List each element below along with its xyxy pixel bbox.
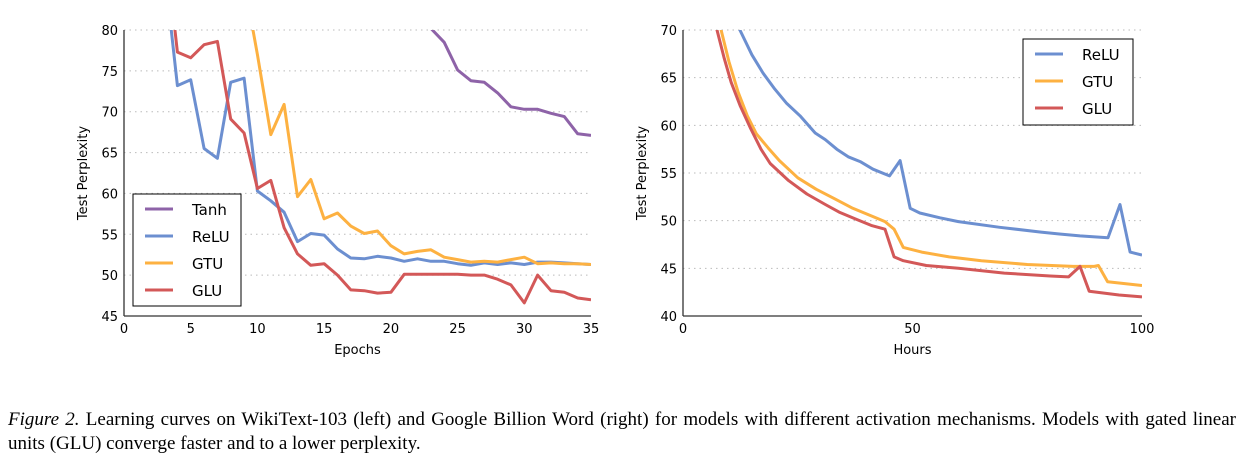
caption-text: Learning curves on WikiText-103 (left) a… [8, 409, 1236, 454]
series-line-tanh [430, 30, 591, 137]
series-line-gtu [719, 30, 1142, 287]
x-axis-label: Hours [893, 343, 931, 358]
legend-label-relu: ReLU [1082, 46, 1120, 64]
y-tick-label: 55 [660, 167, 677, 182]
legend-box [132, 193, 242, 307]
y-axis-label: Test Perplexity [635, 126, 650, 221]
legend-label-tanh: Tanh [191, 201, 227, 219]
legend-label-glu: GLU [192, 282, 222, 300]
x-tick-label: 20 [383, 322, 400, 337]
legend: ReLU GTU GLU [1022, 38, 1134, 126]
y-tick-label: 50 [101, 269, 118, 284]
legend-label-gtu: GTU [1082, 73, 1113, 91]
y-tick-label: 60 [660, 119, 677, 134]
y-tick-label: 70 [660, 24, 677, 39]
y-tick-label: 60 [101, 187, 118, 202]
x-tick-label: 35 [583, 322, 600, 337]
legend-label-glu: GLU [1082, 100, 1112, 118]
x-tick-label: 5 [187, 322, 195, 337]
x-axis-label: Epochs [334, 343, 381, 358]
y-tick-label: 45 [660, 262, 677, 277]
series-line-gtu [251, 30, 591, 266]
series-lines [169, 30, 591, 305]
series-line-glu [173, 30, 591, 305]
y-tick-label: 65 [101, 147, 118, 162]
y-tick-label: 40 [660, 310, 677, 325]
legend-label-relu: ReLU [192, 228, 230, 246]
x-tick-label: 100 [1130, 322, 1155, 337]
series-lines [715, 30, 1142, 299]
series-line-relu [169, 30, 591, 267]
chart-1: 45 50 55 60 65 70 75 80 0 5 10 15 20 25 30 35 Epochs Test… [76, 24, 600, 358]
x-tick-label: 30 [516, 322, 533, 337]
legend: Tanh ReLU GTU GLU [132, 193, 242, 307]
y-tick-label: 70 [101, 106, 118, 121]
y-tick-label: 80 [101, 24, 118, 39]
y-tick-label: 75 [101, 65, 118, 80]
chart-2: 40 45 50 55 60 65 70 0 50 100 Hours Test Perplexity… [635, 24, 1155, 358]
x-tick-label: 50 [904, 322, 921, 337]
x-tick-label: 25 [449, 322, 466, 337]
series-line-relu [738, 30, 1142, 257]
x-tick-label: 0 [120, 322, 128, 337]
y-axis-label: Test Perplexity [76, 126, 91, 221]
figure: 45 50 55 60 65 70 75 80 0 5 10 15 20 25 30 35 Epochs Test… [76, 24, 1155, 358]
y-tick-label: 65 [660, 72, 677, 87]
caption-label: Figure 2. [8, 409, 80, 430]
y-tick-label: 45 [101, 310, 118, 325]
legend-label-gtu: GTU [192, 255, 223, 273]
x-tick-label: 0 [679, 322, 687, 337]
x-tick-label: 15 [316, 322, 333, 337]
y-tick-label: 55 [101, 228, 118, 243]
figure-caption: Figure 2. Learning curves on WikiText-10… [8, 408, 1236, 456]
x-tick-label: 10 [249, 322, 266, 337]
series-line-glu [715, 30, 1142, 299]
y-tick-label: 50 [660, 215, 677, 230]
